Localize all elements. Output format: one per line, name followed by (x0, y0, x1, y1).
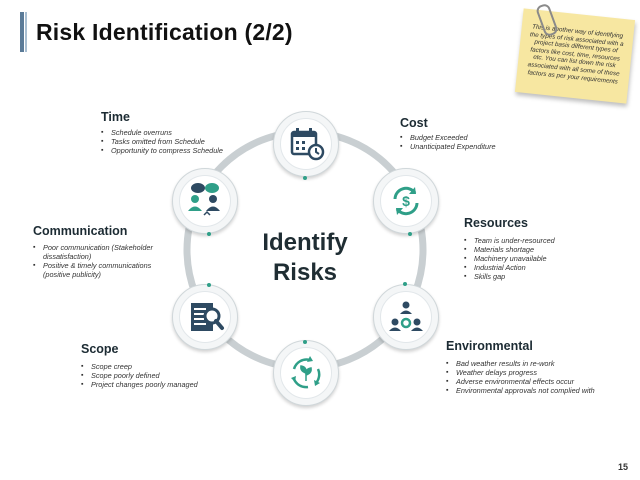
label-time: Time (101, 110, 130, 124)
page-number: 15 (617, 462, 628, 472)
list-environmental: Bad weather results in re-work Weather d… (446, 359, 626, 395)
ring-dot (403, 282, 407, 286)
eco-cycle-icon (291, 356, 321, 389)
title-accent-bar (20, 12, 24, 52)
list-item: Project changes poorly managed (81, 380, 241, 389)
title-accent-bar-light (25, 12, 27, 52)
list-communication: Poor communication (Stakeholder dissatis… (33, 243, 173, 279)
list-item: Adverse environmental effects occur (446, 377, 626, 386)
people-chat-icon (188, 183, 220, 216)
list-item: Team is under-resourced (464, 236, 614, 245)
node-communication (172, 168, 238, 234)
list-item: Materials shortage (464, 245, 614, 254)
team-structure-icon (389, 301, 423, 331)
list-item: Opportunity to compress Schedule (101, 146, 241, 155)
label-scope: Scope (81, 342, 119, 356)
dollar-cycle-icon: $ (393, 186, 419, 216)
ring-dot (303, 340, 307, 344)
list-item: Weather delays progress (446, 368, 626, 377)
list-item: Skills gap (464, 272, 614, 281)
list-item: Unanticipated Expenditure (400, 142, 540, 151)
document-search-icon (191, 303, 224, 331)
svg-text:$: $ (402, 193, 410, 209)
node-time (273, 111, 339, 177)
node-scope (172, 284, 238, 350)
list-item: Positive & timely communications (positi… (33, 261, 173, 279)
node-cost: $ (373, 168, 439, 234)
node-environmental (273, 340, 339, 406)
label-cost: Cost (400, 116, 428, 130)
ring-dot (408, 232, 412, 236)
ring-dot (207, 283, 211, 287)
list-time: Schedule overruns Tasks omitted from Sch… (101, 128, 241, 155)
list-item: Scope creep (81, 362, 241, 371)
list-item: Scope poorly defined (81, 371, 241, 380)
label-resources: Resources (464, 216, 528, 230)
node-resources (373, 284, 439, 350)
center-title-line-2: Risks (272, 259, 338, 286)
slide-title: Risk Identification (2/2) (36, 19, 293, 45)
list-item: Tasks omitted from Schedule (101, 137, 241, 146)
ring-dot (207, 232, 211, 236)
label-communication: Communication (33, 224, 128, 238)
list-item: Machinery unavailable (464, 254, 614, 263)
center-title-line-1: Identify (262, 229, 348, 256)
ring-dot (303, 176, 307, 180)
center-title: Identify Risks (230, 228, 380, 288)
calendar-clock-icon (290, 128, 325, 161)
list-resources: Team is under-resourced Materials shorta… (464, 236, 614, 281)
list-scope: Scope creep Scope poorly defined Project… (81, 362, 241, 389)
list-item: Environmental approvals not complied wit… (446, 386, 626, 395)
list-item: Budget Exceeded (400, 133, 540, 142)
list-cost: Budget Exceeded Unanticipated Expenditur… (400, 133, 540, 151)
label-environmental: Environmental (446, 339, 533, 353)
list-item: Poor communication (Stakeholder dissatis… (33, 243, 173, 261)
list-item: Bad weather results in re-work (446, 359, 626, 368)
list-item: Industrial Action (464, 263, 614, 272)
list-item: Schedule overruns (101, 128, 241, 137)
